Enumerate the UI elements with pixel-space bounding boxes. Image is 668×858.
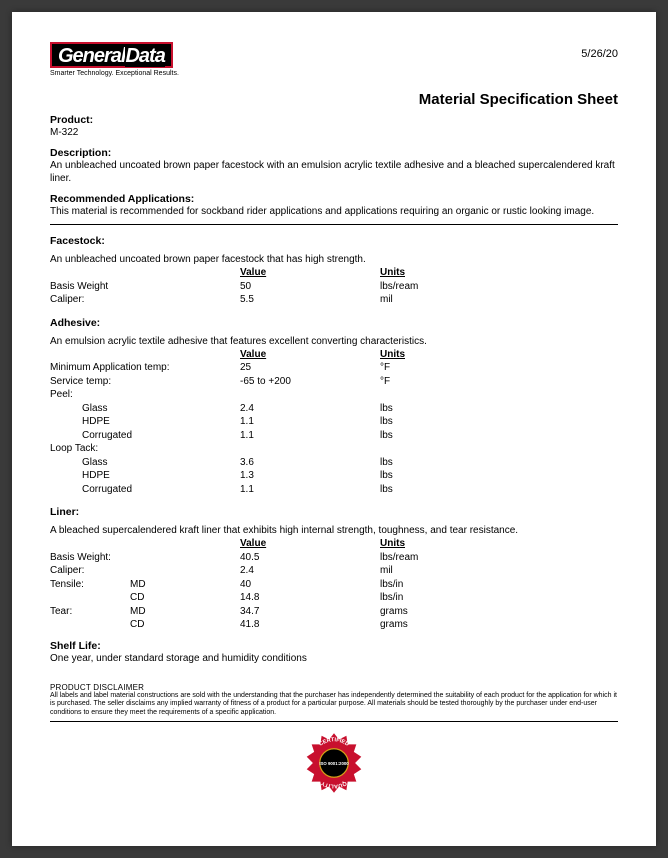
facestock-intro: An unbleached uncoated brown paper faces…: [50, 253, 618, 266]
adhesive-label: Adhesive:: [50, 317, 618, 329]
iso-seal-icon: CERTIFIED QUALITY ISO 9001:2000: [303, 732, 365, 794]
table-row: Tensile:MD40lbs/in: [50, 578, 618, 592]
document-title: Material Specification Sheet: [50, 91, 618, 108]
table-row: Glass3.6lbs: [50, 456, 618, 470]
table-row: CD14.8lbs/in: [50, 591, 618, 605]
shelf-life-label: Shelf Life:: [50, 640, 618, 652]
tagline: Smarter Technology. Exceptional Results.: [50, 70, 179, 77]
applications-label: Recommended Applications:: [50, 193, 618, 205]
divider: [50, 224, 618, 225]
value-header: Value: [240, 537, 380, 551]
table-row: HDPE1.1lbs: [50, 415, 618, 429]
description-label: Description:: [50, 147, 618, 159]
table-row: Minimum Application temp:25°F: [50, 361, 618, 375]
header-row: GeneralData Smarter Technology. Exceptio…: [50, 42, 618, 77]
description-text: An unbleached uncoated brown paper faces…: [50, 159, 618, 185]
logo-block: GeneralData Smarter Technology. Exceptio…: [50, 42, 179, 77]
liner-table: Value Units Basis Weight:40.5lbs/ream Ca…: [50, 537, 618, 632]
company-logo: GeneralData: [50, 42, 173, 68]
adhesive-intro: An emulsion acrylic textile adhesive tha…: [50, 335, 618, 348]
table-header-row: Value Units: [50, 348, 618, 362]
table-row: Caliper:2.4mil: [50, 564, 618, 578]
table-row: Basis Weight:40.5lbs/ream: [50, 551, 618, 565]
document-date: 5/26/20: [581, 48, 618, 60]
table-row: Corrugated1.1lbs: [50, 483, 618, 497]
table-row: Glass2.4lbs: [50, 402, 618, 416]
units-header: Units: [380, 537, 618, 551]
value-header: Value: [240, 266, 380, 280]
table-row: Tear:MD34.7grams: [50, 605, 618, 619]
table-row: HDPE1.3lbs: [50, 469, 618, 483]
table-header-row: Value Units: [50, 266, 618, 280]
disclaimer-body: All labels and label material constructi…: [50, 692, 618, 718]
loop-group-row: Loop Tack:: [50, 442, 618, 456]
table-row: Service temp:-65 to +200°F: [50, 375, 618, 389]
spec-sheet-page: GeneralData Smarter Technology. Exceptio…: [12, 12, 656, 846]
table-row: Caliper:5.5mil: [50, 293, 618, 307]
shelf-life-text: One year, under standard storage and hum…: [50, 652, 618, 665]
units-header: Units: [380, 266, 618, 280]
divider: [50, 721, 618, 722]
adhesive-table: Value Units Minimum Application temp:25°…: [50, 348, 618, 497]
liner-label: Liner:: [50, 506, 618, 518]
table-row: Corrugated1.1lbs: [50, 429, 618, 443]
product-value: M-322: [50, 126, 618, 139]
value-header: Value: [240, 348, 380, 362]
iso-seal-wrap: CERTIFIED QUALITY ISO 9001:2000: [50, 732, 618, 794]
liner-intro: A bleached supercalendered kraft liner t…: [50, 524, 618, 537]
disclaimer-head: PRODUCT DISCLAIMER: [50, 683, 618, 692]
units-header: Units: [380, 348, 618, 362]
product-label: Product:: [50, 114, 618, 126]
facestock-table: Value Units Basis Weight50lbs/ream Calip…: [50, 266, 618, 307]
table-header-row: Value Units: [50, 537, 618, 551]
facestock-label: Facestock:: [50, 235, 618, 247]
seal-iso-text: ISO 9001:2000: [319, 761, 349, 766]
peel-group-row: Peel:: [50, 388, 618, 402]
table-row: CD41.8grams: [50, 618, 618, 632]
logo-text-general: General: [58, 45, 125, 67]
table-row: Basis Weight50lbs/ream: [50, 280, 618, 294]
logo-text-data: Data: [125, 45, 164, 67]
applications-text: This material is recommended for sockban…: [50, 205, 618, 218]
